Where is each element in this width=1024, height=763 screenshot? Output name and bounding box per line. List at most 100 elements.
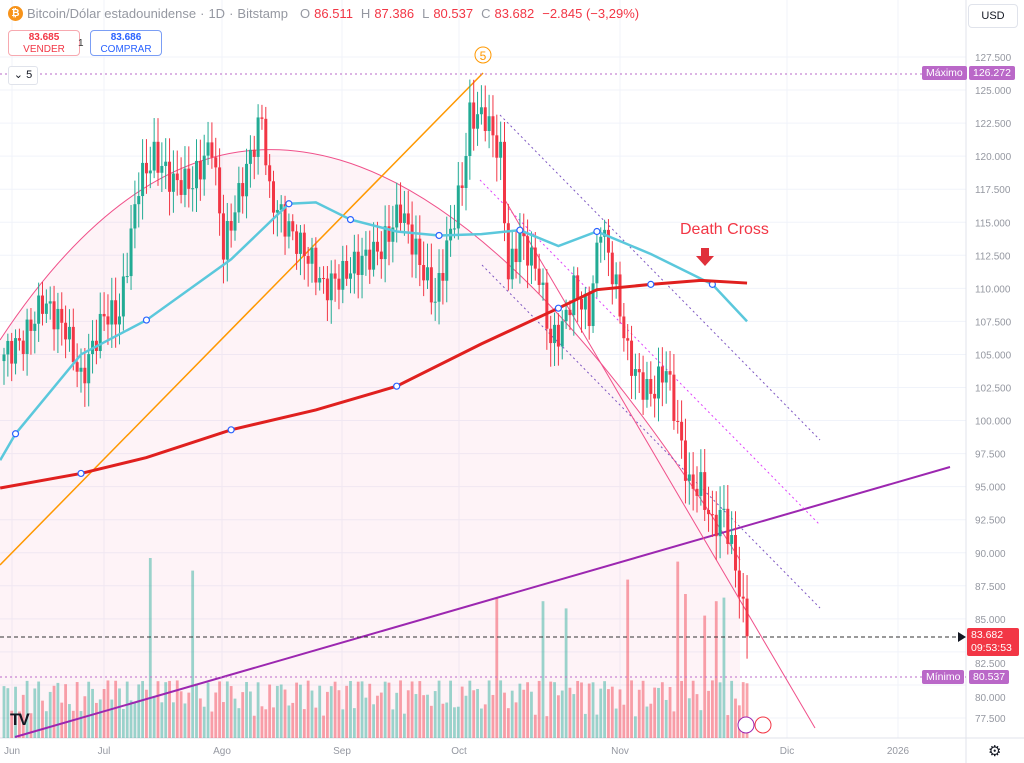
- last-price-marker: [958, 632, 966, 642]
- candle-body: [56, 308, 60, 330]
- candle-body: [514, 248, 518, 263]
- candle-body: [641, 372, 645, 400]
- candle-body: [676, 420, 680, 422]
- volume-bar: [591, 682, 595, 738]
- tradingview-logo[interactable]: TV: [10, 710, 30, 729]
- volume-bar: [95, 702, 98, 738]
- candle-body: [372, 241, 376, 270]
- volume-bar: [202, 706, 206, 738]
- volume-bar: [310, 690, 314, 738]
- volume-bar: [599, 688, 603, 738]
- candle-body: [603, 229, 607, 237]
- volume-bar: [87, 681, 91, 738]
- volume-bar: [368, 683, 372, 738]
- candle-body: [583, 293, 587, 310]
- candle-body: [402, 213, 406, 223]
- candle-body: [279, 204, 283, 210]
- candle-body: [379, 251, 383, 260]
- volume-bar: [195, 683, 198, 738]
- ma-anchor-point: [593, 227, 601, 236]
- volume-bar: [495, 597, 499, 738]
- candle-body: [64, 322, 68, 340]
- candle-body: [730, 535, 734, 544]
- candle-body: [202, 155, 206, 180]
- volume-bar: [341, 709, 345, 738]
- symbol-name[interactable]: Bitcoin/Dólar estadounidense: [27, 6, 197, 21]
- volume-bar: [372, 704, 375, 738]
- volume-bar: [403, 713, 406, 738]
- candle-body: [114, 300, 118, 325]
- volume-bar: [722, 597, 726, 738]
- currency-select[interactable]: USD: [968, 4, 1018, 28]
- volume-bar: [376, 695, 379, 738]
- buy-button[interactable]: 83.686 COMPRAR: [90, 30, 162, 56]
- volume-bar: [56, 682, 60, 738]
- volume-bar: [664, 699, 668, 738]
- volume-bar: [641, 680, 645, 738]
- indicators-collapse-button[interactable]: ⌄ 5: [8, 66, 38, 85]
- volume-bar: [460, 686, 464, 738]
- volume-bar: [568, 687, 572, 738]
- volume-bar: [279, 684, 283, 738]
- volume-bar: [553, 682, 556, 738]
- volume-bar: [622, 704, 626, 738]
- candle-body: [37, 295, 41, 324]
- candle-body: [630, 340, 634, 376]
- symbol-header: ₿ Bitcoin/Dólar estadounidense · 1D · Bits…: [8, 6, 639, 21]
- candle-body: [298, 232, 302, 254]
- candle-body: [503, 141, 506, 224]
- candle-body: [506, 223, 510, 280]
- volume-bar: [711, 680, 714, 738]
- last-price: 83.682: [971, 629, 1004, 641]
- volume-bar: [541, 601, 545, 738]
- volume-bar: [583, 713, 587, 738]
- time-axis-label: Nov: [611, 746, 629, 757]
- candle-body: [314, 247, 318, 283]
- volume-bar: [21, 694, 25, 738]
- candle-body: [14, 338, 18, 364]
- volume-bar: [168, 680, 171, 738]
- volume-bar: [302, 709, 306, 738]
- candle-body: [487, 116, 491, 132]
- candle-body: [349, 273, 352, 279]
- volume-bar: [33, 688, 37, 738]
- sell-button[interactable]: 83.685 VENDER: [8, 30, 80, 56]
- low-value: 80.537: [433, 6, 474, 21]
- candle-body: [302, 232, 306, 257]
- volume-bar: [218, 681, 221, 738]
- candle-body: [657, 366, 660, 399]
- candle-body: [576, 275, 580, 299]
- volume-bar: [464, 695, 468, 738]
- volume-bar: [695, 694, 699, 738]
- interval[interactable]: 1D: [208, 6, 226, 21]
- volume-bar: [522, 689, 526, 738]
- quantity[interactable]: 1: [78, 38, 84, 49]
- candle-body: [141, 162, 145, 197]
- volume-bar: [418, 681, 422, 738]
- volume-bar: [272, 707, 275, 738]
- price-axis-label: 112.500: [975, 251, 1011, 262]
- volume-bar: [399, 680, 402, 738]
- time-axis-label: Dic: [780, 746, 794, 757]
- volume-bar: [137, 684, 141, 738]
- candle-body: [333, 273, 337, 279]
- candle-body: [245, 163, 249, 197]
- candle-body: [710, 514, 714, 516]
- candle-body: [529, 247, 533, 266]
- close-value: 83.682: [494, 6, 535, 21]
- volume-bar: [503, 692, 506, 738]
- candle-body: [426, 267, 429, 281]
- volume-bar: [730, 680, 734, 738]
- candle-body: [526, 236, 530, 266]
- volume-bar: [345, 685, 349, 738]
- volume-bar: [391, 709, 395, 738]
- settings-gear-icon[interactable]: ⚙: [988, 743, 1002, 760]
- volume-bar: [741, 682, 745, 738]
- sell-price: 83.685: [28, 32, 60, 43]
- volume-bar: [48, 691, 52, 738]
- price-axis-label: 105.000: [975, 350, 1012, 361]
- min-value: 80.537: [969, 670, 1010, 684]
- candle-body: [252, 149, 256, 157]
